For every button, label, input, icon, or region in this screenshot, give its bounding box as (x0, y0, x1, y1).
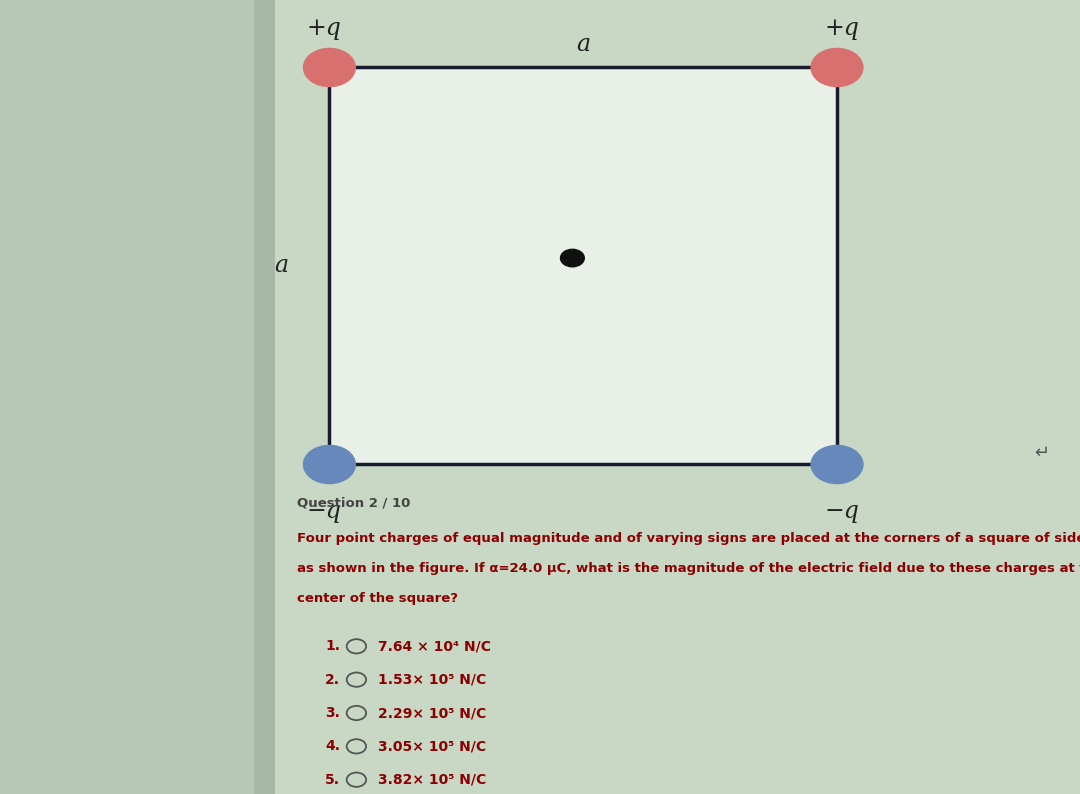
Text: 3.05× 10⁵ N/C: 3.05× 10⁵ N/C (378, 739, 486, 754)
Circle shape (561, 249, 584, 267)
Text: 2.29× 10⁵ N/C: 2.29× 10⁵ N/C (378, 706, 486, 720)
Text: a: a (274, 255, 288, 277)
FancyBboxPatch shape (329, 67, 837, 464)
Circle shape (303, 445, 355, 484)
Circle shape (303, 48, 355, 87)
Text: −q: −q (307, 500, 341, 523)
Text: center of the square?: center of the square? (297, 592, 458, 605)
Text: 1.53× 10⁵ N/C: 1.53× 10⁵ N/C (378, 673, 486, 687)
Text: 3.: 3. (325, 706, 340, 720)
Circle shape (811, 445, 863, 484)
Text: ↵: ↵ (1035, 444, 1050, 461)
FancyBboxPatch shape (0, 0, 254, 794)
Text: 4.: 4. (325, 739, 340, 754)
Text: 1.: 1. (325, 639, 340, 653)
Circle shape (811, 48, 863, 87)
Text: +q: +q (307, 17, 341, 40)
FancyBboxPatch shape (254, 0, 275, 794)
Text: 7.64 × 10⁴ N/C: 7.64 × 10⁴ N/C (378, 639, 491, 653)
Text: 5.: 5. (325, 773, 340, 787)
Text: 3.82× 10⁵ N/C: 3.82× 10⁵ N/C (378, 773, 486, 787)
Text: −q: −q (825, 500, 860, 523)
Text: Four point charges of equal magnitude and of varying signs are placed at the cor: Four point charges of equal magnitude an… (297, 532, 1080, 545)
Text: 2.: 2. (325, 673, 340, 687)
Text: +q: +q (825, 17, 860, 40)
Text: Question 2 / 10: Question 2 / 10 (297, 496, 410, 509)
Text: a: a (576, 33, 591, 56)
Text: as shown in the figure. If α=24.0 μC, what is the magnitude of the electric fiel: as shown in the figure. If α=24.0 μC, wh… (297, 562, 1080, 575)
